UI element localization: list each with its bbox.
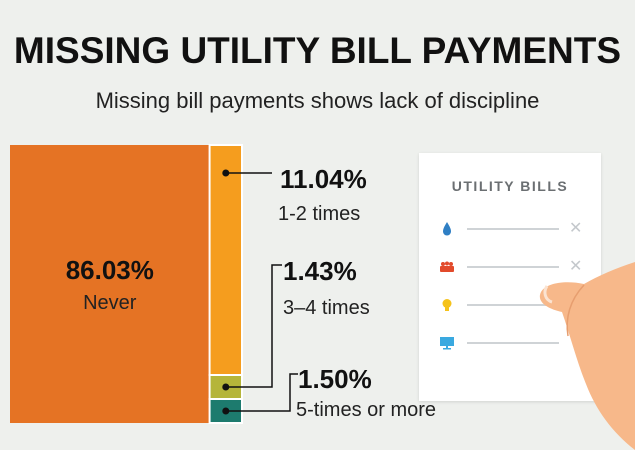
close-icon: ✕ (569, 258, 583, 275)
callout-line (225, 264, 282, 388)
bill-line (467, 304, 559, 306)
bill-row-internet (439, 335, 589, 351)
utility-bills-document: UTILITY BILLS ✕ ✕ (419, 153, 601, 401)
bill-line (467, 228, 559, 230)
light-bulb-icon (442, 299, 452, 311)
category-label-5-times-or-more: 5-times or more (296, 399, 436, 421)
value-label-5-times-or-more: 1.50% (298, 364, 372, 394)
gas-flame-icon (440, 261, 454, 272)
water-drop-icon (443, 222, 451, 236)
category-label-3-4-times: 3–4 times (283, 297, 370, 319)
treemap-block-never (10, 145, 210, 423)
bill-row-water: ✕ (439, 220, 589, 237)
treemap-block-1-2-times (208, 144, 243, 376)
value-label-never: 86.03% (66, 255, 154, 285)
category-label-1-2-times: 1-2 times (278, 203, 360, 225)
value-label-3-4-times: 1.43% (283, 256, 357, 286)
callout-line (225, 373, 298, 412)
document-title: UTILITY BILLS (451, 178, 569, 194)
close-icon: ✕ (569, 220, 583, 237)
bill-line (467, 342, 559, 344)
monitor-icon (440, 337, 454, 350)
bill-line (467, 266, 559, 268)
bill-row-gas: ✕ (439, 258, 589, 275)
value-label-1-2-times: 11.04% (280, 164, 367, 194)
chart-subtitle: Missing bill payments shows lack of disc… (95, 88, 540, 113)
category-label-never: Never (83, 292, 137, 314)
chart-title: MISSING UTILITY BILL PAYMENTS (13, 30, 622, 71)
bill-row-electricity (439, 297, 589, 313)
